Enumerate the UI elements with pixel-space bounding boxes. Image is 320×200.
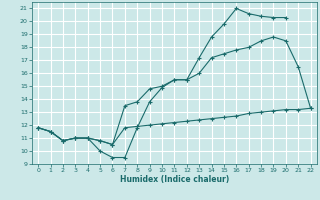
X-axis label: Humidex (Indice chaleur): Humidex (Indice chaleur) [120, 175, 229, 184]
